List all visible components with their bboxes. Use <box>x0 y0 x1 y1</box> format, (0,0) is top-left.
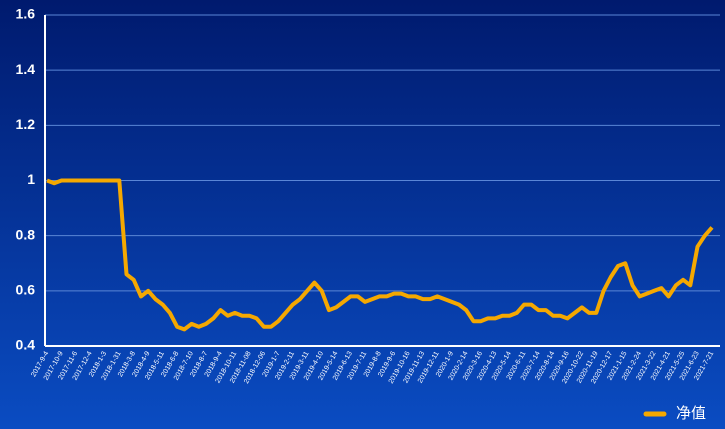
y-tick-label: 0.4 <box>16 337 36 353</box>
y-tick-label: 1.4 <box>16 61 36 77</box>
y-tick-label: 1.2 <box>16 116 36 132</box>
y-tick-label: 0.6 <box>16 282 36 298</box>
legend-label: 净值 <box>676 405 706 422</box>
y-tick-label: 0.8 <box>16 226 36 242</box>
y-tick-label: 1 <box>27 171 35 187</box>
y-tick-label: 1.6 <box>16 6 36 22</box>
series-line <box>46 178 714 332</box>
